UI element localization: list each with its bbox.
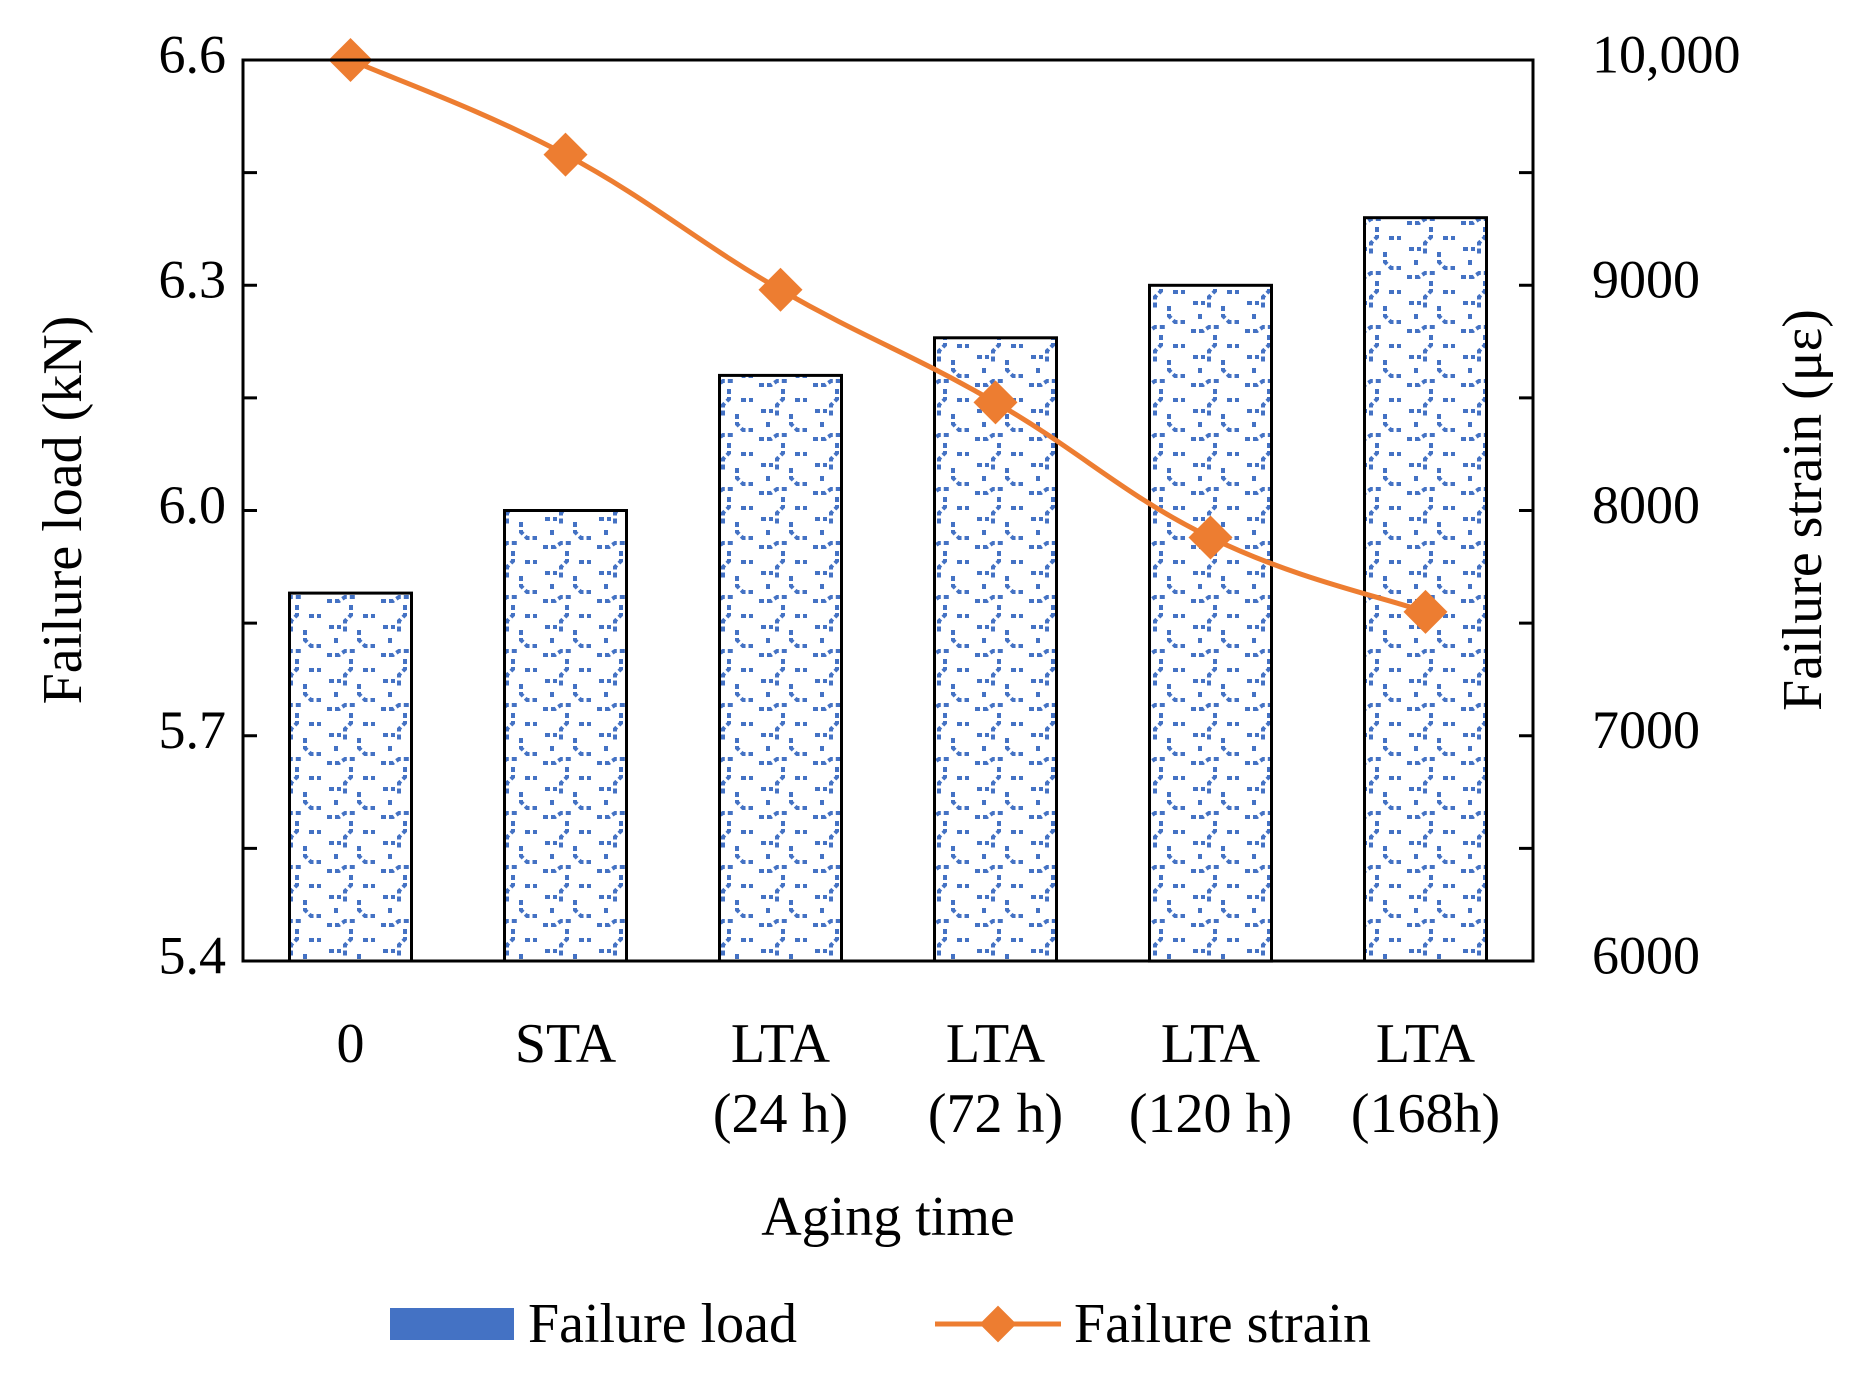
x-category-label: LTA: [946, 1013, 1046, 1075]
marker-failure-strain-5: [1403, 589, 1448, 634]
marker-failure-strain-2: [758, 267, 803, 312]
marker-failure-strain-1: [543, 132, 588, 177]
bar-failure-load-1: [503, 509, 628, 963]
y2-tick-label: 7000: [1592, 700, 1700, 760]
x-axis-title: Aging time: [761, 1186, 1015, 1248]
x-category-label: (24 h): [713, 1083, 848, 1145]
y2-tick-label: 6000: [1592, 925, 1700, 985]
y2-tick-label: 9000: [1592, 250, 1700, 310]
bar-failure-load-0: [288, 591, 413, 963]
marker-failure-strain-4: [1188, 515, 1233, 560]
labels-layer: 5.4 5.7 6.0 6.3 6.6 6000 7000 8000 9000 10,000 0 ST…: [159, 24, 1741, 1145]
bar-failure-load-3: [933, 336, 1058, 963]
legend: Failure load Failure strain: [390, 1293, 1371, 1355]
y-tick-label: 6.6: [159, 24, 227, 84]
x-category-label: 0: [337, 1013, 365, 1075]
y-tick-label: 5.7: [159, 700, 227, 760]
plot-frame: [241, 58, 1535, 963]
x-category-label: (72 h): [928, 1083, 1063, 1145]
bar-failure-load-5: [1363, 216, 1488, 963]
legend-swatch-failure-load: [390, 1308, 514, 1340]
legend-label-failure-load: Failure load: [528, 1293, 797, 1355]
line-layer: [328, 38, 1448, 634]
y2-tick-label: 8000: [1592, 475, 1700, 535]
x-category-label: LTA: [731, 1013, 831, 1075]
x-category-label: LTA: [1376, 1013, 1476, 1075]
legend-marker-failure-strain: [979, 1305, 1017, 1343]
bar-failure-load-2: [718, 373, 843, 963]
bars-layer: [288, 216, 1488, 963]
y-axis-title: Failure load (kN): [32, 316, 94, 705]
ticks-layer: [243, 171, 1533, 850]
x-category-label: LTA: [1161, 1013, 1261, 1075]
marker-failure-strain-3: [973, 380, 1018, 425]
line-failure-strain: [349, 57, 1427, 615]
x-category-label: (120 h): [1129, 1083, 1292, 1145]
y-tick-label: 6.3: [159, 250, 227, 310]
y-tick-label: 5.4: [159, 925, 227, 985]
y2-axis-title: Failure strain (με): [1772, 309, 1834, 711]
x-category-label: STA: [515, 1013, 617, 1075]
x-category-label: (168h): [1351, 1083, 1500, 1145]
bar-failure-load-4: [1148, 283, 1273, 963]
y2-tick-label: 10,000: [1592, 24, 1741, 84]
legend-label-failure-strain: Failure strain: [1074, 1293, 1371, 1355]
y-tick-label: 6.0: [159, 475, 227, 535]
